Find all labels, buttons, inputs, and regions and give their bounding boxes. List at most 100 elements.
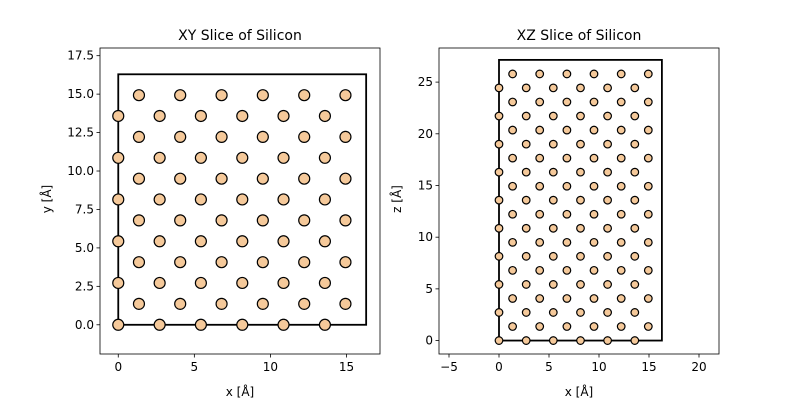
xz-slice-ytick-label: 10 [418,230,433,244]
xz-slice-xtick-label: 0 [495,360,503,374]
xz-slice-atom-point [494,195,504,205]
xz-slice-atom-point [630,223,640,233]
xy-slice-atom-point [215,172,228,185]
xz-slice-atom-point [521,223,531,233]
xz-slice-atom-point [603,83,612,93]
xz-slice-atom-point [494,223,504,233]
xy-slice-atom-point [112,318,125,331]
xz-slice-atom-point [535,125,545,135]
xy-slice-panel: 0 5 10 15 0.0 2.5 5.0 7.5 10.0 12.5 15.0 17.5 XY Sli… [39,28,381,399]
xy-slice-atom-point [112,193,125,206]
xz-slice-atom-point [630,139,640,149]
xy-slice-atom-point [194,235,207,248]
xz-slice-atom-point [576,308,585,317]
xz-slice-atom-point [616,237,626,247]
xz-slice-atom-point [535,97,545,107]
xz-slice-atom-point [643,322,653,331]
xy-slice-atom-point [256,89,269,102]
xz-slice-atom-point [494,308,504,317]
xy-slice-xtick-label: 0 [114,360,122,374]
xy-slice-atom-point [236,193,249,206]
xy-slice-atom-point [153,109,166,123]
xy-slice-atom-point [236,276,249,290]
xz-slice-atom-point [508,322,517,331]
xz-slice-ytick-label: 15 [418,178,433,192]
xz-slice-atom-point [494,280,504,289]
xz-slice-atom-point [630,111,640,121]
xz-slice-atom-point [616,209,626,219]
xz-slice-atom-point [508,209,517,219]
xz-slice-atom-point [562,265,572,275]
xy-slice-atom-point [277,151,290,164]
xz-slice-atom-point [589,322,599,331]
xz-slice-atom-point [576,139,585,149]
xy-slice-atom-point [174,89,187,102]
xz-slice-xtick-label: 20 [691,360,706,374]
xz-slice-atom-point [508,69,517,79]
xy-slice-atom-point [153,318,166,331]
xz-slice-atom-point [535,153,545,163]
xz-slice-atom-point [643,265,653,275]
xz-slice-atom-point [576,280,585,289]
xy-slice-atom-point [277,276,290,290]
xz-slice-atom-point [562,69,572,79]
xz-slice-atom-point [548,308,558,317]
xz-slice-atom-point [630,83,640,93]
xz-slice-atom-point [508,181,517,191]
xz-slice-atom-point [548,83,558,93]
xy-slice-atom-point [153,235,166,248]
xz-slice-atom-point [521,336,531,345]
xz-slice-atom-point [521,167,531,177]
xz-slice-ytick-label: 25 [418,75,433,89]
xz-slice-atom-point [643,209,653,219]
xy-slice-atom-point [236,318,249,331]
xy-slice-atom-point [194,109,207,123]
xz-slice-ylabel: z [Å] [389,185,404,213]
xz-slice-atom-point [643,181,653,191]
xz-slice-atom-point [535,69,545,79]
xz-slice-atom-point [576,251,585,261]
xy-slice-xlabel: x [Å] [226,384,255,399]
xz-slice-atom-point [643,237,653,247]
xz-slice-atom-point [643,153,653,163]
xy-slice-atom-point [298,256,311,269]
xz-slice-atom-point [603,251,612,261]
xz-slice-atom-point [589,265,599,275]
xy-slice-atom-point [256,214,269,227]
xy-slice-ytick-label: 5.0 [75,241,94,255]
xz-slice-atom-point [508,237,517,247]
xy-slice-ytick-label: 12.5 [67,126,94,140]
xz-slice-atom-point [562,209,572,219]
xz-slice-xtick-label: 15 [641,360,656,374]
xz-slice-atom-point [521,195,531,205]
xy-slice-atom-point [277,109,290,123]
xz-slice-xtick-label: −5 [440,360,458,374]
xz-slice-atom-point [548,223,558,233]
xz-slice-atom-point [548,280,558,289]
xz-slice-atom-point [576,111,585,121]
xz-slice-ytick-label: 20 [418,127,433,141]
xz-slice-atom-point [548,336,558,345]
xz-slice-atom-point [589,69,599,79]
xz-slice-atom-point [589,237,599,247]
xz-slice-atom-point [603,223,612,233]
xy-slice-atom-point [277,193,290,206]
xz-slice-atom-point [603,111,612,121]
xy-slice-ytick-label: 0.0 [75,318,94,332]
xz-slice-atom-point [576,83,585,93]
xz-slice-atom-point [562,237,572,247]
xz-slice-ytick-label: 5 [425,282,433,296]
xy-slice-atom-point [277,318,290,331]
xz-slice-atom-point [603,139,612,149]
xz-slice-atom-point [494,251,504,261]
xz-slice-atom-point [630,336,640,345]
xz-slice-atom-point [589,294,599,303]
xy-slice-atom-point [215,89,228,102]
xy-slice-atom-point [298,297,311,310]
xy-slice-atom-point [215,214,228,227]
xz-slice-atom-point [508,265,517,275]
xz-slice-atom-point [576,167,585,177]
xz-slice-atom-point [643,69,653,79]
xz-slice-atom-point [589,125,599,135]
xz-slice-atom-point [548,139,558,149]
